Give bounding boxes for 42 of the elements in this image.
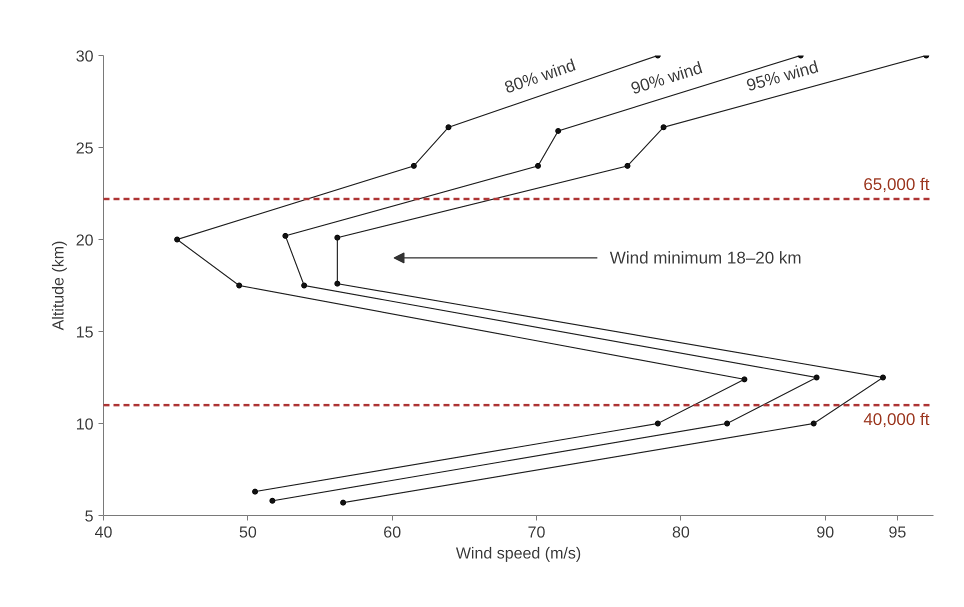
x-tick-label: 80	[672, 524, 690, 542]
point	[269, 498, 276, 504]
ref-line-label: 40,000 ft	[863, 410, 930, 430]
x-tick-label: 50	[238, 524, 257, 542]
point	[340, 500, 346, 506]
y-tick-label: 20	[76, 232, 94, 250]
point	[282, 232, 288, 239]
point	[301, 282, 308, 288]
point	[445, 124, 452, 130]
text: 90% wind	[628, 58, 705, 98]
x-tick-label: 40	[94, 524, 112, 542]
point	[654, 420, 661, 426]
y-tick-label: 5	[84, 508, 94, 526]
y-tick-label: 25	[76, 140, 94, 158]
ref-line-label: 65,000 ft	[863, 175, 930, 194]
text: 80% wind	[502, 55, 578, 98]
x-tick-label: 90	[816, 524, 834, 542]
x-tick-label: 70	[528, 524, 546, 542]
y-axis-title: Altitude (km)	[50, 240, 68, 330]
point	[174, 236, 180, 242]
point	[334, 280, 340, 287]
point	[810, 420, 817, 426]
point	[624, 162, 630, 169]
x-tick-label: 60	[383, 524, 402, 542]
point	[880, 374, 886, 380]
x-tick-label: 95	[888, 524, 906, 542]
x-axis-title: Wind speed (m/s)	[456, 546, 582, 562]
point	[660, 124, 667, 130]
point	[814, 374, 820, 380]
point	[334, 234, 340, 241]
y-tick-label: 30	[76, 48, 94, 66]
point	[252, 488, 258, 495]
annotation: Wind minimum 18–20 km	[610, 248, 802, 268]
point	[236, 282, 242, 288]
y-tick-label: 10	[76, 416, 94, 434]
point	[724, 420, 730, 426]
point	[741, 376, 748, 382]
point	[555, 128, 562, 134]
point	[534, 162, 541, 169]
point	[410, 162, 417, 169]
y-tick-label: 15	[76, 324, 94, 342]
text: 95% wind	[744, 57, 820, 96]
